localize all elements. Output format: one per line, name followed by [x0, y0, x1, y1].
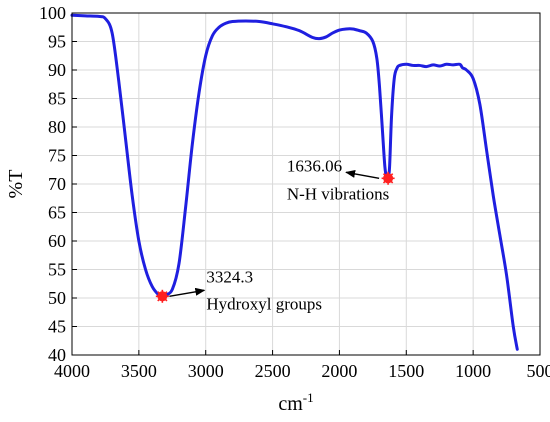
x-tick-label: 500: [527, 361, 550, 381]
y-tick-label: 90: [48, 60, 66, 80]
y-axis-label: %T: [5, 170, 27, 199]
y-tick-label: 65: [48, 203, 66, 223]
peak-marker: [382, 172, 395, 185]
y-tick-label: 50: [48, 288, 66, 308]
x-tick-label: 3000: [188, 361, 224, 381]
annotation-value: 3324.3: [206, 267, 253, 286]
annotation-label: N-H vibrations: [287, 184, 389, 203]
y-tick-label: 40: [48, 345, 66, 365]
x-axis-label-text: cm: [278, 393, 303, 415]
y-tick-label: 100: [39, 3, 66, 23]
x-tick-label: 2500: [255, 361, 291, 381]
y-tick-label: 80: [48, 117, 66, 137]
x-axis-label-superscript: -1: [303, 390, 314, 405]
x-tick-label: 1000: [455, 361, 491, 381]
y-tick-label: 85: [48, 89, 66, 109]
x-tick-label: 3500: [121, 361, 157, 381]
y-tick-label: 55: [48, 260, 66, 280]
y-tick-label: 45: [48, 317, 66, 337]
x-tick-label: 1500: [388, 361, 424, 381]
y-tick-label: 75: [48, 146, 66, 166]
peak-marker: [156, 290, 169, 303]
y-tick-label: 60: [48, 231, 66, 251]
y-tick-label: 95: [48, 32, 66, 52]
annotation-value: 1636.06: [287, 156, 342, 175]
x-axis-label: cm-1: [278, 390, 313, 415]
annotation-label: Hydroxyl groups: [206, 294, 322, 313]
x-tick-label: 2000: [321, 361, 357, 381]
y-tick-label: 70: [48, 174, 66, 194]
